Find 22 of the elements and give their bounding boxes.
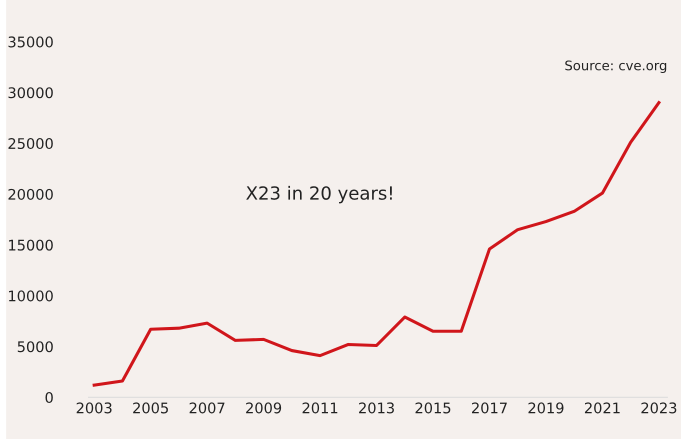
y-tick-label: 20000 xyxy=(8,188,53,200)
y-tick-label: 5000 xyxy=(18,341,53,352)
x-tick-label: 2009 xyxy=(246,402,282,414)
x-tick-label: 2015 xyxy=(416,402,450,414)
x-tick-label: 2011 xyxy=(302,402,338,414)
annotation: X23 in 20 years! xyxy=(246,186,392,204)
y-tick-label: 15000 xyxy=(9,240,53,251)
y-tick-label: 10000 xyxy=(9,290,53,302)
x-tick-label: 2023 xyxy=(641,402,676,414)
y-tick-label: 30000 xyxy=(8,87,53,98)
line-series xyxy=(92,101,660,387)
x-tick-label: 2013 xyxy=(359,402,394,414)
x-tick-label: 2007 xyxy=(190,402,224,414)
x-tick-label: 2017 xyxy=(472,402,507,414)
x-tick-label: 2019 xyxy=(528,402,564,414)
y-tick-label: 25000 xyxy=(8,138,53,150)
y-tick-label: 35000 xyxy=(8,36,53,48)
x-tick-label: 2005 xyxy=(133,402,168,414)
x-tick-label: 2021 xyxy=(584,402,620,414)
x-tick-label: 2003 xyxy=(76,402,112,414)
annotation: Source: cve.org xyxy=(565,60,666,73)
y-tick-label: 0 xyxy=(45,392,53,404)
